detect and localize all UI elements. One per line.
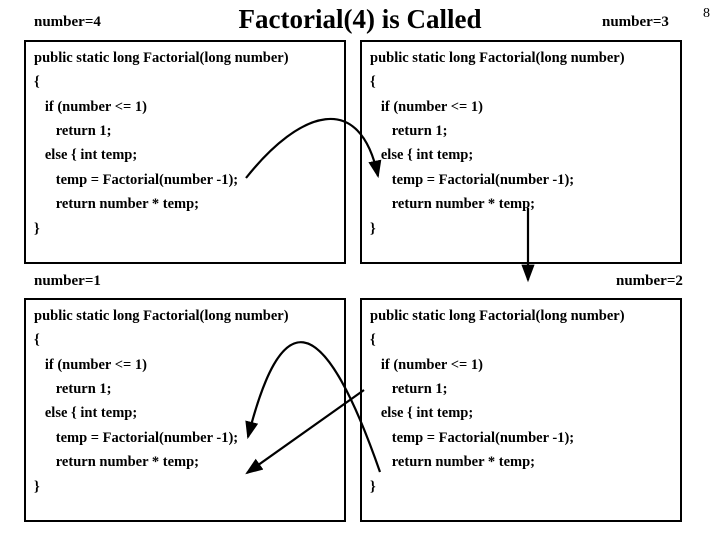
- code-line: else { int temp;: [370, 401, 672, 425]
- code-line: return 1;: [34, 377, 336, 401]
- code-line: }: [34, 475, 336, 499]
- code-line: else { int temp;: [34, 143, 336, 167]
- code-line: temp = Factorial(number -1);: [370, 168, 672, 192]
- code-line: {: [370, 328, 672, 352]
- code-line: temp = Factorial(number -1);: [34, 168, 336, 192]
- codebox-br: public static long Factorial(long number…: [360, 298, 682, 522]
- code-line: else { int temp;: [34, 401, 336, 425]
- label-number-2: number=2: [616, 273, 683, 290]
- code-line: {: [34, 70, 336, 94]
- code-line: return 1;: [370, 119, 672, 143]
- label-number-1: number=1: [34, 273, 101, 290]
- code-line: {: [370, 70, 672, 94]
- code-line: return 1;: [370, 377, 672, 401]
- code-line: public static long Factorial(long number…: [34, 304, 336, 328]
- label-number-3: number=3: [602, 14, 669, 31]
- codebox-bl: public static long Factorial(long number…: [24, 298, 346, 522]
- code-line: public static long Factorial(long number…: [34, 46, 336, 70]
- slide-number: 8: [703, 6, 710, 22]
- codebox-tr: public static long Factorial(long number…: [360, 40, 682, 264]
- code-line: }: [34, 217, 336, 241]
- code-line: temp = Factorial(number -1);: [370, 426, 672, 450]
- code-line: return number * temp;: [370, 192, 672, 216]
- code-line: if (number <= 1): [34, 95, 336, 119]
- code-line: return number * temp;: [370, 450, 672, 474]
- code-line: }: [370, 217, 672, 241]
- code-line: }: [370, 475, 672, 499]
- codebox-tl: public static long Factorial(long number…: [24, 40, 346, 264]
- code-line: return number * temp;: [34, 192, 336, 216]
- code-line: else { int temp;: [370, 143, 672, 167]
- label-number-4: number=4: [34, 14, 101, 31]
- code-line: if (number <= 1): [34, 353, 336, 377]
- code-line: return 1;: [34, 119, 336, 143]
- code-line: if (number <= 1): [370, 353, 672, 377]
- code-line: {: [34, 328, 336, 352]
- code-line: if (number <= 1): [370, 95, 672, 119]
- code-line: public static long Factorial(long number…: [370, 46, 672, 70]
- slide-title: Factorial(4) is Called: [239, 4, 482, 35]
- code-line: return number * temp;: [34, 450, 336, 474]
- code-line: public static long Factorial(long number…: [370, 304, 672, 328]
- code-line: temp = Factorial(number -1);: [34, 426, 336, 450]
